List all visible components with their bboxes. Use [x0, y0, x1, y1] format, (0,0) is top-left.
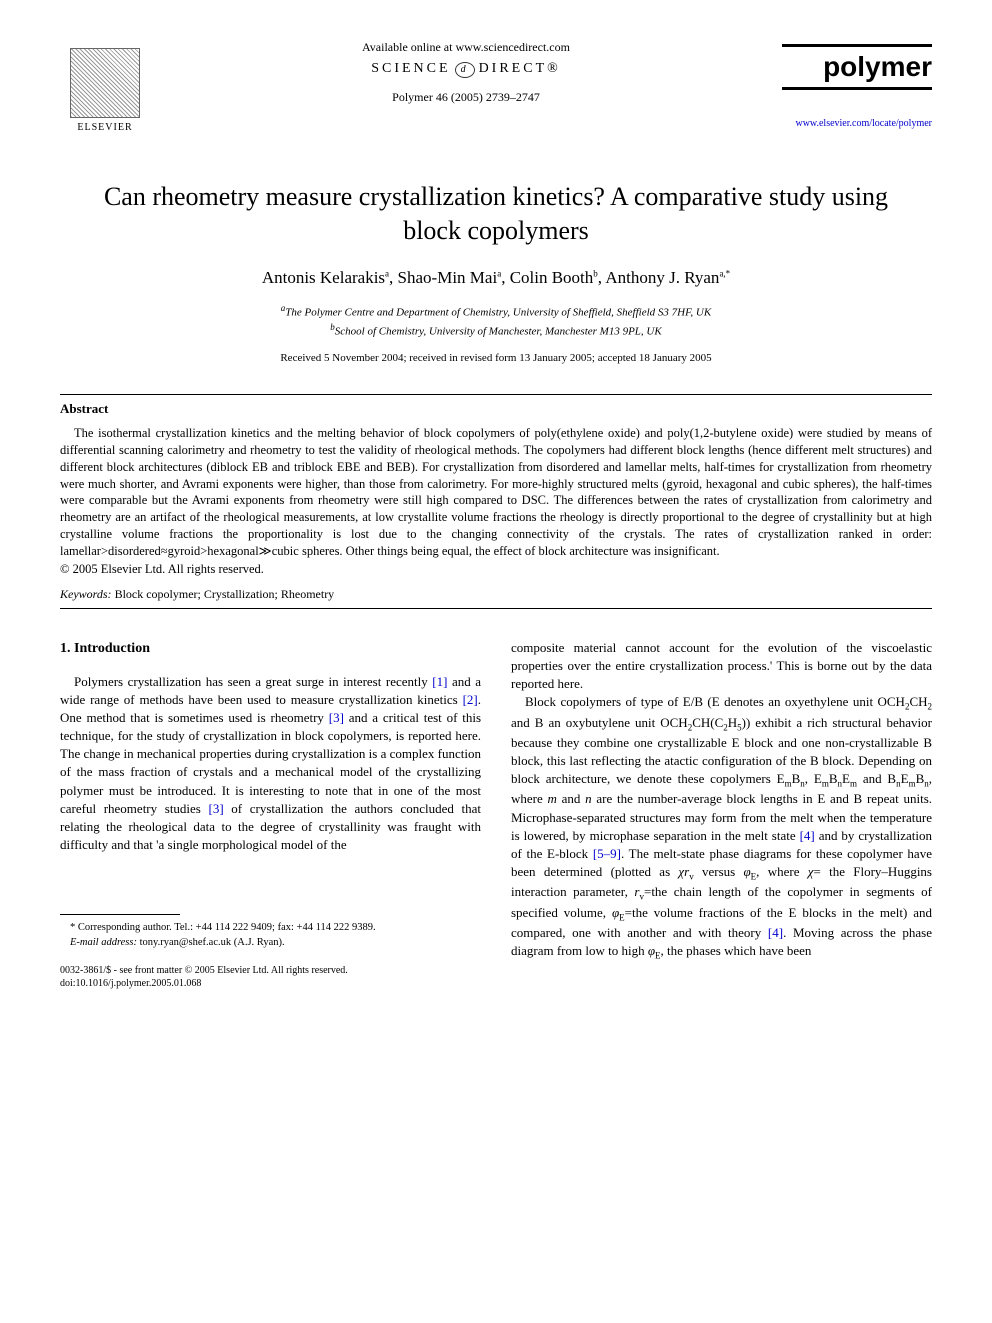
column-left: 1. Introduction Polymers crystallization…: [60, 639, 481, 990]
email-footnote: E-mail address: tony.ryan@shef.ac.uk (A.…: [60, 936, 481, 950]
intro-heading: 1. Introduction: [60, 639, 481, 659]
authors-line: Antonis Kelarakisa, Shao-Min Maia, Colin…: [60, 268, 932, 288]
available-online-text: Available online at www.sciencedirect.co…: [170, 40, 762, 55]
footnote-divider: [60, 914, 180, 915]
affiliation-b: bSchool of Chemistry, University of Manc…: [60, 321, 932, 340]
footer-doi: doi:10.1016/j.polymer.2005.01.068: [60, 977, 481, 990]
keywords-line: Keywords: Block copolymer; Crystallizati…: [60, 587, 932, 602]
journal-reference: Polymer 46 (2005) 2739–2747: [170, 90, 762, 105]
keywords-label: Keywords:: [60, 587, 112, 601]
divider-below-keywords: [60, 608, 932, 609]
affiliation-a: aThe Polymer Centre and Department of Ch…: [60, 302, 932, 321]
header-center: Available online at www.sciencedirect.co…: [150, 40, 782, 105]
journal-rule-bottom: [782, 87, 932, 90]
body-columns: 1. Introduction Polymers crystallization…: [60, 639, 932, 990]
intro-paragraph-1: Polymers crystallization has seen a grea…: [60, 673, 481, 855]
science-direct-logo: SCIENCE d DIRECT®: [170, 61, 762, 78]
column-right: composite material cannot account for th…: [511, 639, 932, 990]
elsevier-label: ELSEVIER: [77, 122, 132, 133]
science-left: SCIENCE: [371, 61, 450, 76]
email-label: E-mail address:: [70, 937, 137, 948]
footer-copyright: 0032-3861/$ - see front matter © 2005 El…: [60, 964, 481, 977]
affiliations: aThe Polymer Centre and Department of Ch…: [60, 302, 932, 340]
elsevier-tree-icon: [70, 48, 140, 118]
journal-logo-box: polymer www.elsevier.com/locate/polymer: [782, 40, 932, 129]
sd-d-icon: d: [455, 62, 475, 78]
journal-name: polymer: [782, 51, 932, 83]
article-dates: Received 5 November 2004; received in re…: [60, 352, 932, 364]
science-right: DIRECT®: [479, 61, 561, 76]
journal-rule-top: [782, 44, 932, 47]
email-address[interactable]: tony.ryan@shef.ac.uk (A.J. Ryan).: [140, 937, 285, 948]
intro-paragraph-2b: Block copolymers of type of E/B (E denot…: [511, 693, 932, 962]
intro-paragraph-2a: composite material cannot account for th…: [511, 639, 932, 694]
abstract-text: The isothermal crystallization kinetics …: [60, 425, 932, 560]
article-title: Can rheometry measure crystallization ki…: [100, 180, 892, 248]
journal-header: ELSEVIER Available online at www.science…: [60, 40, 932, 140]
corresponding-author-footnote: * Corresponding author. Tel.: +44 114 22…: [60, 921, 481, 935]
abstract-heading: Abstract: [60, 401, 932, 417]
divider-above-abstract: [60, 394, 932, 395]
keywords-text: Block copolymer; Crystallization; Rheome…: [115, 587, 335, 601]
copyright-line: © 2005 Elsevier Ltd. All rights reserved…: [60, 562, 932, 577]
elsevier-logo: ELSEVIER: [60, 40, 150, 140]
journal-url[interactable]: www.elsevier.com/locate/polymer: [782, 118, 932, 129]
